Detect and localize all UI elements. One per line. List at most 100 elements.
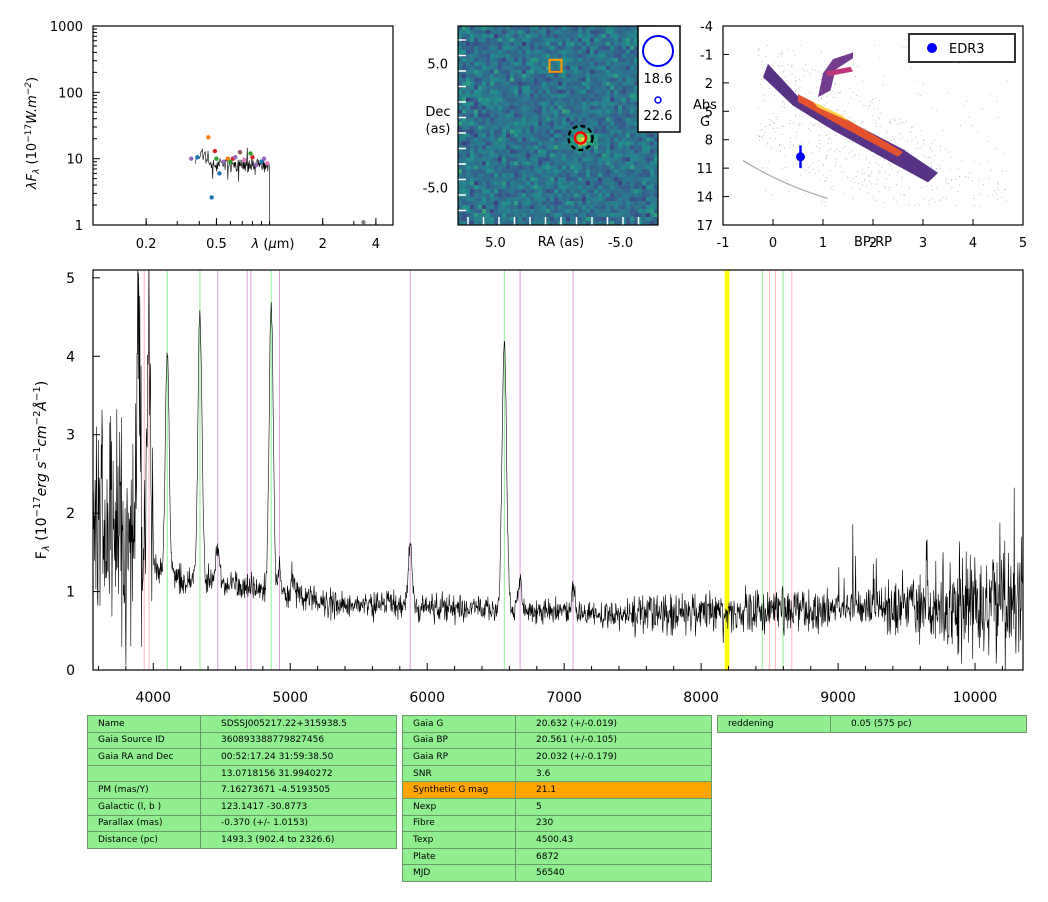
cutout-pixel	[478, 149, 483, 154]
cutout-pixel	[598, 113, 603, 118]
cutout-pixel	[598, 89, 603, 94]
cutout-pixel	[606, 45, 611, 51]
cutout-y-axis-label-unit: (as)	[426, 122, 451, 137]
hrd-field-star	[818, 178, 820, 180]
table-row: Gaia G 20.632 (+/-0.019)	[402, 715, 712, 733]
cutout-pixel	[586, 26, 591, 31]
cutout-pixel	[650, 137, 655, 142]
cutout-pixel	[650, 133, 655, 138]
cutout-pixel	[542, 61, 547, 67]
hrd-field-star	[805, 194, 807, 196]
cutout-pixel	[518, 53, 523, 59]
cutout-pixel	[514, 49, 519, 55]
hrd-field-star	[967, 116, 969, 118]
cutout-pixel	[538, 217, 543, 222]
cutout-pixel	[518, 209, 523, 214]
cutout-pixel	[522, 89, 527, 94]
cutout-pixel	[582, 117, 587, 122]
cutout-pixel	[570, 81, 575, 86]
cutout-pixel	[606, 29, 611, 35]
hrd-field-star	[928, 203, 930, 205]
cutout-pixel	[534, 57, 539, 63]
cutout-pixel	[590, 169, 595, 174]
cutout-pixel	[466, 197, 471, 202]
hrd-field-star	[829, 170, 831, 172]
cutout-pixel	[542, 145, 547, 150]
cutout-pixel	[502, 97, 507, 102]
cutout-pixel	[582, 205, 587, 210]
hrd-field-star	[780, 150, 782, 152]
cutout-pixel	[498, 105, 503, 110]
cutout-pixel	[510, 177, 515, 182]
hrd-field-star	[766, 142, 768, 144]
cutout-pixel	[458, 101, 463, 106]
cutout-pixel	[626, 189, 631, 194]
cutout-pixel	[642, 149, 647, 154]
cutout-pixel	[602, 101, 607, 106]
hrd-field-star	[917, 93, 919, 95]
cutout-pixel	[626, 69, 631, 75]
cutout-pixel	[458, 57, 463, 63]
hrd-field-star	[817, 159, 819, 161]
cutout-pixel	[542, 157, 547, 162]
cutout-pixel	[594, 53, 599, 59]
cutout-pixel	[506, 149, 511, 154]
cutout-pixel	[578, 29, 583, 35]
cutout-pixel	[522, 65, 527, 71]
cutout-pixel	[510, 101, 515, 106]
hrd-field-star	[852, 177, 854, 179]
cutout-pixel	[582, 101, 587, 106]
cutout-pixel	[526, 65, 531, 71]
cutout-pixel	[610, 165, 615, 170]
cutout-pixel	[498, 69, 503, 75]
cutout-pixel	[610, 157, 615, 162]
target-star-point	[796, 152, 805, 162]
cutout-pixel	[598, 125, 603, 130]
cutout-pixel	[538, 65, 543, 71]
cutout-pixel	[542, 57, 547, 63]
cutout-pixel	[602, 45, 607, 51]
cutout-pixel	[554, 221, 559, 226]
cutout-pixel	[594, 161, 599, 166]
cutout-pixel	[534, 93, 539, 98]
cutout-pixel	[654, 221, 659, 226]
cutout-pixel	[566, 77, 571, 83]
cutout-pixel	[626, 57, 631, 63]
hrd-main-sequence-core	[798, 94, 903, 157]
hrd-field-star	[870, 174, 872, 176]
cutout-pixel	[506, 165, 511, 170]
hrd-field-star	[851, 187, 853, 189]
cutout-pixel	[570, 165, 575, 170]
cutout-pixel	[618, 53, 623, 59]
cutout-pixel	[562, 205, 567, 210]
cutout-pixel	[478, 105, 483, 110]
hrd-field-star	[762, 129, 764, 131]
cutout-pixel	[558, 97, 563, 102]
cutout-pixel	[478, 177, 483, 182]
hrd-field-star	[795, 80, 797, 82]
cutout-pixel	[478, 53, 483, 59]
hrd-field-star	[775, 138, 777, 140]
hrd-field-star	[788, 190, 790, 192]
cutout-pixel	[546, 189, 551, 194]
cutout-pixel	[590, 105, 595, 110]
sed-y-tick-label: 1000	[50, 20, 83, 35]
cutout-pixel	[606, 141, 611, 146]
cutout-pixel	[478, 26, 483, 31]
cutout-pixel	[598, 205, 603, 210]
cutout-pixel	[554, 113, 559, 118]
hrd-field-star	[827, 142, 829, 144]
cutout-pixel	[482, 61, 487, 67]
cutout-pixel	[482, 29, 487, 35]
cutout-pixel	[506, 26, 511, 31]
cutout-pixel	[626, 49, 631, 55]
cutout-pixel	[598, 161, 603, 166]
cutout-pixel	[470, 149, 475, 154]
cutout-pixel	[474, 69, 479, 75]
cutout-pixel	[470, 61, 475, 67]
cutout-pixel	[522, 145, 527, 150]
cutout-pixel	[534, 53, 539, 59]
cutout-pixel	[522, 45, 527, 51]
cutout-pixel	[602, 209, 607, 214]
cutout-pixel	[558, 209, 563, 214]
